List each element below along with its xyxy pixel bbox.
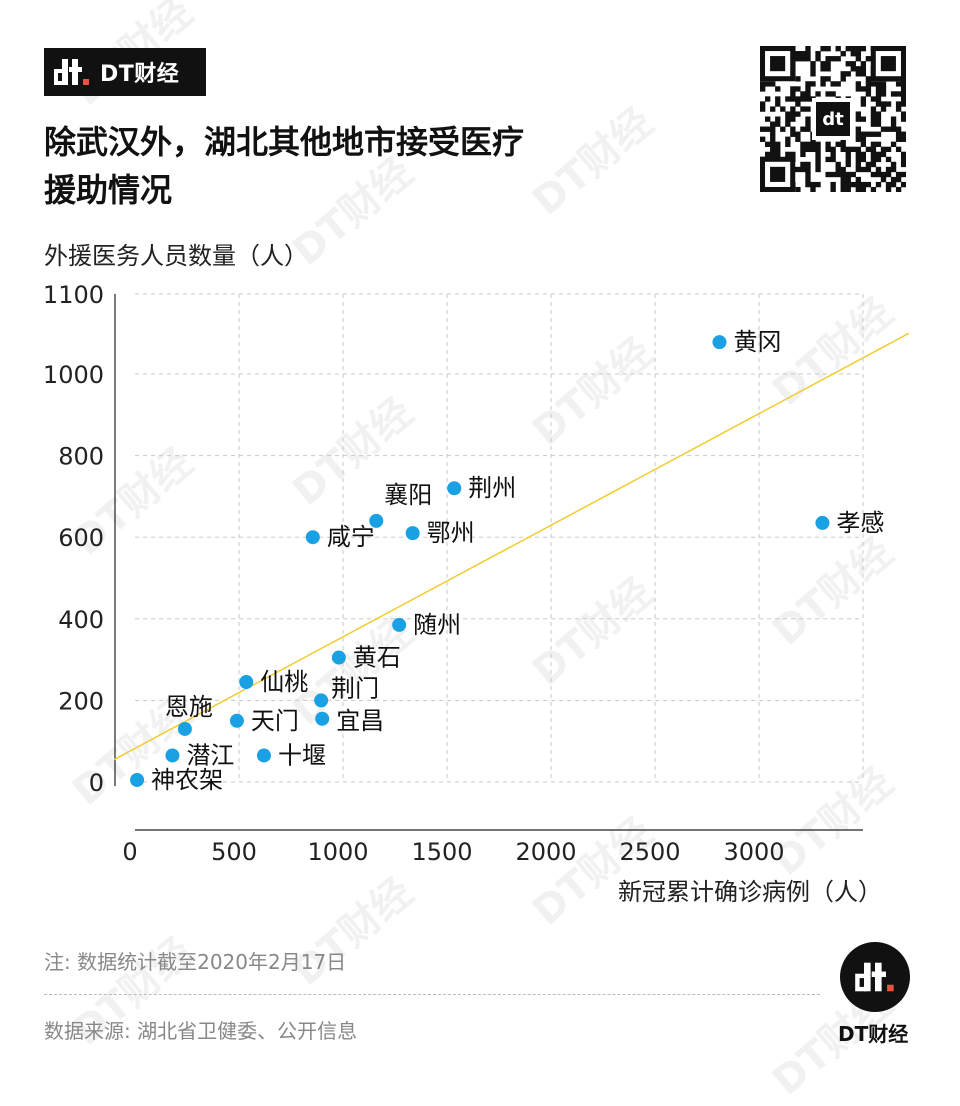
dt-logo-icon bbox=[840, 942, 910, 1012]
point-label: 荆门 bbox=[331, 674, 379, 702]
data-point bbox=[447, 481, 462, 496]
data-point bbox=[239, 675, 254, 690]
x-tick-label: 1000 bbox=[307, 838, 368, 866]
x-tick-label: 500 bbox=[211, 838, 257, 866]
data-source: 数据来源: 湖北省卫健委、公开信息 bbox=[44, 1019, 358, 1043]
point-label: 襄阳 bbox=[384, 481, 432, 509]
point-label: 鄂州 bbox=[427, 519, 475, 547]
divider bbox=[44, 994, 820, 995]
point-label: 十堰 bbox=[278, 741, 326, 769]
y-tick-label: 400 bbox=[58, 606, 104, 634]
y-tick-label: 800 bbox=[58, 443, 104, 471]
data-point bbox=[712, 335, 727, 350]
data-point bbox=[305, 530, 320, 545]
point-label: 黄冈 bbox=[733, 328, 781, 356]
x-tick-label: 2500 bbox=[619, 838, 680, 866]
point-label: 孝感 bbox=[836, 509, 884, 537]
dt-logo-icon bbox=[44, 48, 100, 96]
chart-title: 除武汉外，湖北其他地市接受医疗援助情况 bbox=[44, 123, 525, 209]
data-point bbox=[130, 772, 145, 787]
y-axis-label: 外援医务人员数量（人） bbox=[44, 242, 308, 270]
x-tick-label: 1500 bbox=[411, 838, 472, 866]
watermark: DT财经 bbox=[284, 869, 422, 995]
point-label: 潜江 bbox=[186, 741, 234, 769]
brand-badge: DT财经 bbox=[44, 48, 206, 96]
svg-text:dt: dt bbox=[822, 109, 844, 130]
data-point bbox=[315, 711, 330, 726]
grid bbox=[135, 293, 864, 783]
bottom-brand-name: DT财经 bbox=[838, 1022, 909, 1046]
point-label: 黄石 bbox=[353, 644, 401, 672]
point-label: 天门 bbox=[251, 707, 299, 735]
point-label: 恩施 bbox=[165, 693, 213, 721]
point-label: 咸宁 bbox=[327, 523, 375, 551]
point-label: 随州 bbox=[413, 611, 461, 639]
y-tick-label: 1000 bbox=[43, 361, 104, 389]
data-point bbox=[331, 650, 346, 665]
x-tick-label: 3000 bbox=[723, 838, 784, 866]
point-label: 仙桃 bbox=[260, 668, 308, 696]
data-point bbox=[177, 721, 192, 736]
y-tick-label: 0 bbox=[89, 769, 104, 797]
scatter-chart: 0 200 400 600 800 1000 1100 0 500 1000 1500 2000 250… bbox=[43, 281, 910, 866]
watermark: DT财经 bbox=[524, 99, 662, 225]
x-tick-label: 0 bbox=[122, 838, 137, 866]
data-point bbox=[314, 693, 329, 708]
data-point bbox=[165, 748, 180, 763]
point-label: 宜昌 bbox=[336, 707, 384, 735]
brand-name: DT财经 bbox=[100, 62, 180, 87]
x-axis-label: 新冠累计确诊病例（人） bbox=[618, 878, 882, 906]
data-point bbox=[369, 513, 384, 528]
y-tick-label: 200 bbox=[58, 687, 104, 715]
y-tick-label: 600 bbox=[58, 524, 104, 552]
footnote: 注: 数据统计截至2020年2月17日 bbox=[44, 950, 347, 974]
data-point bbox=[229, 713, 244, 728]
x-tick-label: 2000 bbox=[515, 838, 576, 866]
data-point bbox=[392, 617, 407, 632]
data-point bbox=[256, 748, 271, 763]
y-tick-label: 1100 bbox=[43, 281, 104, 309]
data-point bbox=[405, 526, 420, 541]
point-label: 荆州 bbox=[468, 474, 516, 502]
trendline bbox=[113, 332, 910, 761]
trend-line bbox=[113, 332, 910, 761]
point-label: 神农架 bbox=[151, 766, 223, 794]
data-points: 黄冈孝感 荆州 襄阳鄂州 咸宁随州黄石仙桃 荆门恩施天门 宜昌潜江 十堰神农架 bbox=[130, 328, 884, 794]
data-point bbox=[815, 515, 830, 530]
qr-code-icon: dt bbox=[760, 46, 907, 193]
axes: 0 200 400 600 800 1000 1100 0 500 1000 1500 2000 250… bbox=[43, 281, 863, 866]
